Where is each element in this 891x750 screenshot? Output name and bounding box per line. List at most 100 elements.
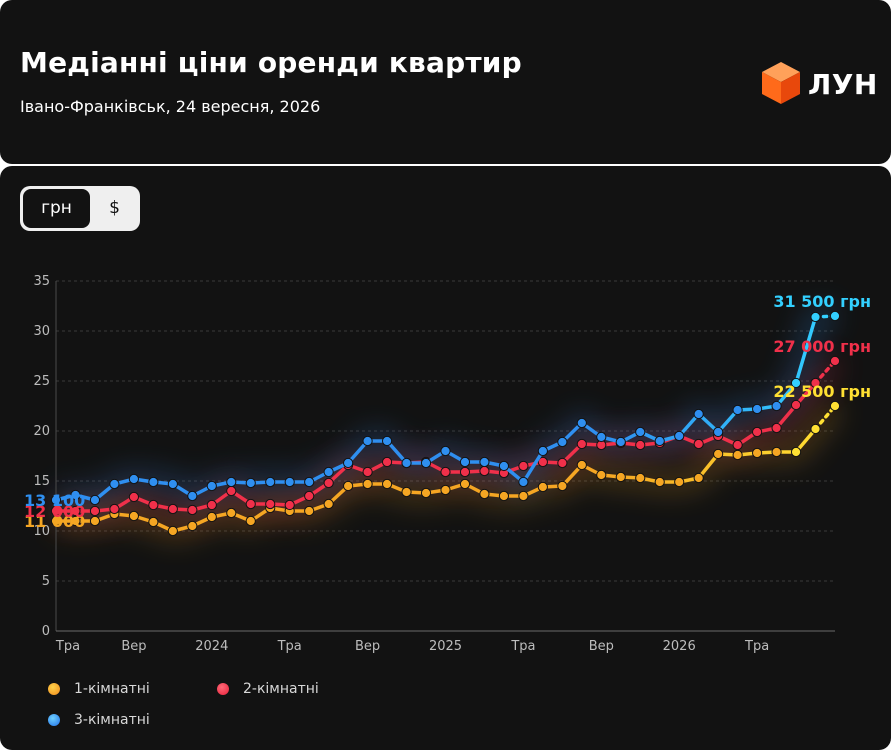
data-point xyxy=(829,310,841,322)
x-tick-label: Вер xyxy=(355,639,380,654)
data-point xyxy=(167,503,178,515)
data-point xyxy=(498,460,510,472)
data-point xyxy=(635,439,646,451)
y-tick-label: 15 xyxy=(33,474,50,489)
data-point xyxy=(557,480,568,492)
x-tick-label: Вер xyxy=(589,639,614,654)
data-point xyxy=(537,456,548,468)
y-tick-label: 10 xyxy=(33,524,50,539)
data-point xyxy=(245,477,256,489)
data-point xyxy=(440,484,451,496)
data-point xyxy=(615,471,626,483)
data-point xyxy=(654,435,665,447)
data-point xyxy=(790,446,802,458)
data-point xyxy=(226,485,237,497)
data-point xyxy=(771,446,782,458)
data-point xyxy=(479,465,490,477)
data-point xyxy=(693,408,704,420)
data-point xyxy=(401,486,412,498)
data-point xyxy=(732,449,743,461)
series-end-label: 27 000 грн xyxy=(773,337,871,356)
data-point xyxy=(810,377,821,389)
y-tick-label: 5 xyxy=(42,574,50,589)
data-point xyxy=(343,457,354,469)
currency-toggle: грн $ xyxy=(20,186,140,231)
data-point xyxy=(518,460,529,472)
data-point xyxy=(226,507,237,519)
x-tick-label: Вер xyxy=(121,639,146,654)
data-point xyxy=(576,459,587,471)
data-point xyxy=(50,494,62,506)
data-point xyxy=(615,436,626,448)
data-point xyxy=(498,490,510,502)
data-point xyxy=(790,399,802,411)
data-point xyxy=(109,503,120,515)
data-point xyxy=(557,457,568,469)
data-point xyxy=(362,466,373,478)
data-point xyxy=(89,515,101,527)
legend-item-2-room[interactable]: 2-кімнатні xyxy=(217,681,319,697)
logo-text: ЛУН xyxy=(808,68,878,101)
data-point xyxy=(713,448,724,460)
data-point xyxy=(654,476,665,488)
header-card: Медіанні ціни оренди квартир Івано-Франк… xyxy=(0,0,891,164)
data-point xyxy=(89,505,101,517)
data-point xyxy=(128,491,139,503)
legend-item-1-room[interactable]: 1-кімнатні xyxy=(48,681,150,697)
data-point xyxy=(479,488,490,500)
data-point xyxy=(265,498,276,510)
data-point xyxy=(420,487,432,499)
legend-dot-2-room xyxy=(217,683,229,695)
data-point xyxy=(693,438,704,450)
data-point xyxy=(50,515,62,527)
data-point xyxy=(128,473,139,485)
data-point xyxy=(109,478,120,490)
data-point xyxy=(732,404,743,416)
data-point xyxy=(284,476,295,488)
legend-item-3-room[interactable]: 3-кімнатні xyxy=(48,712,150,728)
data-point xyxy=(713,426,724,438)
currency-usd-button[interactable]: $ xyxy=(92,189,137,228)
data-point xyxy=(459,456,471,468)
cube-logo-icon xyxy=(762,62,800,104)
data-point xyxy=(440,466,451,478)
data-point xyxy=(537,481,548,493)
series-start-label: 13 100 xyxy=(24,491,85,510)
data-point xyxy=(771,400,782,412)
glow-layer xyxy=(53,307,842,541)
data-point xyxy=(70,515,81,527)
data-point xyxy=(635,472,646,484)
data-point xyxy=(70,489,81,501)
series-line xyxy=(54,427,818,533)
data-point xyxy=(829,400,841,412)
series-line xyxy=(54,381,818,513)
data-point xyxy=(381,435,393,447)
data-point xyxy=(323,466,334,478)
data-point xyxy=(829,355,841,367)
currency-uah-button[interactable]: грн xyxy=(23,189,90,228)
data-point xyxy=(187,504,198,516)
legend-label-3-room: 3-кімнатні xyxy=(74,712,150,728)
data-point xyxy=(89,494,101,506)
series-end-label: 22 500 грн xyxy=(773,382,871,401)
x-tick-label: 2026 xyxy=(663,639,696,654)
data-point xyxy=(304,490,315,502)
x-tick-label: Тра xyxy=(55,639,80,654)
data-point xyxy=(381,456,393,468)
data-point xyxy=(245,498,256,510)
data-point xyxy=(362,435,373,447)
y-tick-label: 30 xyxy=(33,324,50,339)
data-point xyxy=(479,456,490,468)
x-tick-label: Тра xyxy=(510,639,535,654)
data-point xyxy=(596,469,607,481)
lun-logo[interactable]: ЛУН xyxy=(760,60,878,106)
x-tick-label: 2025 xyxy=(429,639,462,654)
legend-dot-3-room xyxy=(48,714,60,726)
data-point xyxy=(362,478,373,490)
data-point xyxy=(557,436,568,448)
data-point xyxy=(206,511,217,523)
data-point xyxy=(459,466,471,478)
data-point xyxy=(206,499,217,511)
data-point xyxy=(537,445,548,457)
